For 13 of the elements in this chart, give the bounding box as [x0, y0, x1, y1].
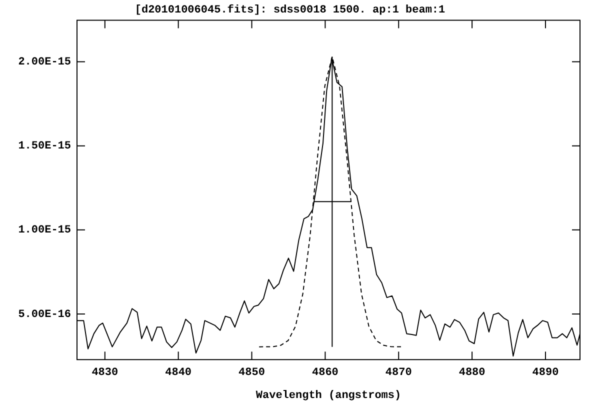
x-tick-label: 4840 — [165, 366, 192, 379]
x-tick-label: 4850 — [238, 366, 265, 379]
x-tick-label: 4830 — [92, 366, 118, 379]
x-tick-label: 4880 — [458, 366, 486, 379]
x-tick-label: 4870 — [385, 366, 412, 379]
x-axis-title: Wavelength (angstroms) — [256, 390, 402, 402]
x-tick-label: 4860 — [312, 366, 338, 379]
chart-title: [d20101006045.fits]: sdss0018 1500. ap:1 beam:1 — [134, 3, 446, 16]
y-tick-label: 1.50E-15 — [18, 140, 72, 153]
y-tick-label: 5.00E-16 — [18, 308, 71, 321]
y-tick-label: 1.00E-15 — [18, 224, 72, 237]
x-tick-label: 4890 — [532, 366, 559, 379]
y-tick-label: 2.00E-15 — [18, 56, 72, 69]
